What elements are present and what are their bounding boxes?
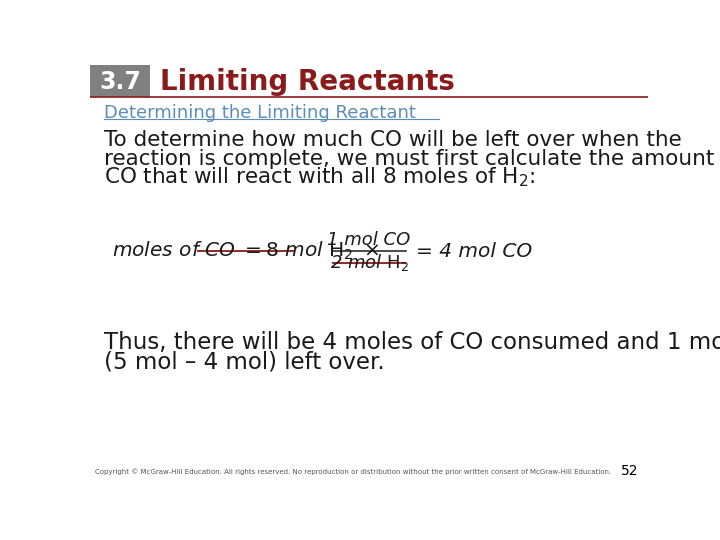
Text: 1 mol CO: 1 mol CO (328, 231, 410, 249)
Text: 3.7: 3.7 (99, 70, 141, 94)
Text: Copyright © McGraw-Hill Education. All rights reserved. No reproduction or distr: Copyright © McGraw-Hill Education. All r… (95, 468, 611, 475)
Text: = 4 mol CO: = 4 mol CO (415, 241, 532, 261)
Text: 52: 52 (621, 464, 639, 478)
Text: Thus, there will be 4 moles of CO consumed and 1 mole: Thus, there will be 4 moles of CO consum… (104, 330, 720, 354)
Text: CO that will react with all 8 moles of H$_2$:: CO that will react with all 8 moles of H… (104, 165, 535, 189)
Text: Determining the Limiting Reactant: Determining the Limiting Reactant (104, 104, 416, 122)
Text: 2 mol $\mathrm{H}_2$: 2 mol $\mathrm{H}_2$ (330, 252, 408, 273)
Text: Limiting Reactants: Limiting Reactants (160, 68, 454, 96)
Text: moles of CO $= 8$ mol $\mathrm{H}_2\ \times$: moles of CO $= 8$ mol $\mathrm{H}_2\ \ti… (112, 240, 379, 262)
FancyBboxPatch shape (90, 65, 150, 97)
Text: reaction is complete, we must first calculate the amount of: reaction is complete, we must first calc… (104, 148, 720, 168)
Text: (5 mol – 4 mol) left over.: (5 mol – 4 mol) left over. (104, 350, 384, 374)
Text: To determine how much CO will be left over when the: To determine how much CO will be left ov… (104, 130, 682, 150)
